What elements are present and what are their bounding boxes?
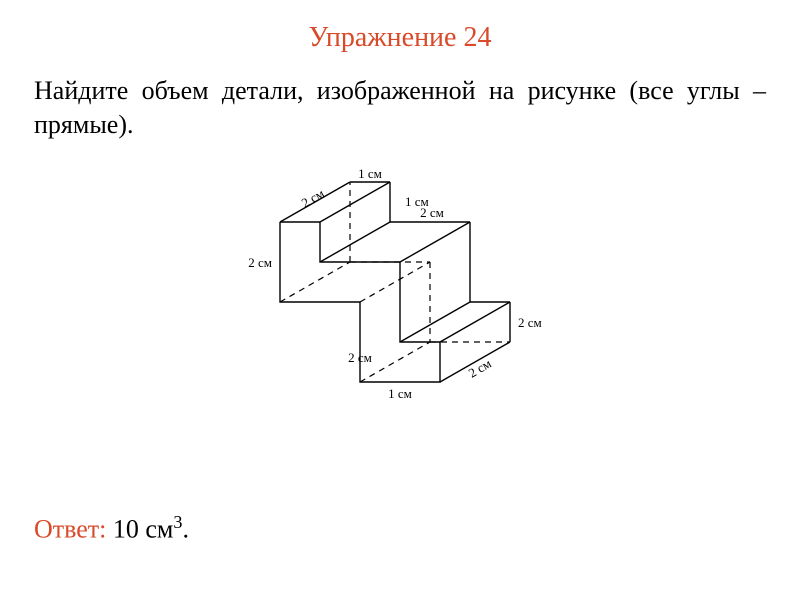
dim-top-depth: 2 см [299,185,327,210]
answer-line: Ответ: 10 см3. [34,512,189,545]
exercise-title: Упражнение 24 [0,0,800,54]
dim-bottom-w1: 1 см [388,386,412,401]
geometry-figure: 2 см 1 см 1 см 2 см 2 см 2 см 2 см 1 см … [220,162,580,417]
dim-top-w1: 1 см [358,166,382,181]
answer-label: Ответ: [34,515,106,544]
dim-bottom-w2: 2 см [348,350,372,365]
figure-container: 2 см 1 см 1 см 2 см 2 см 2 см 2 см 1 см … [0,162,800,417]
dim-left-h: 2 см [248,255,272,270]
dim-top-w2: 2 см [420,205,444,220]
dim-bottom-depth: 2 см [466,355,494,380]
answer-period: . [182,515,189,544]
dim-right-h: 2 см [518,315,542,330]
answer-value: 10 см [113,515,174,544]
problem-text: Найдите объем детали, изображенной на ри… [0,54,800,142]
